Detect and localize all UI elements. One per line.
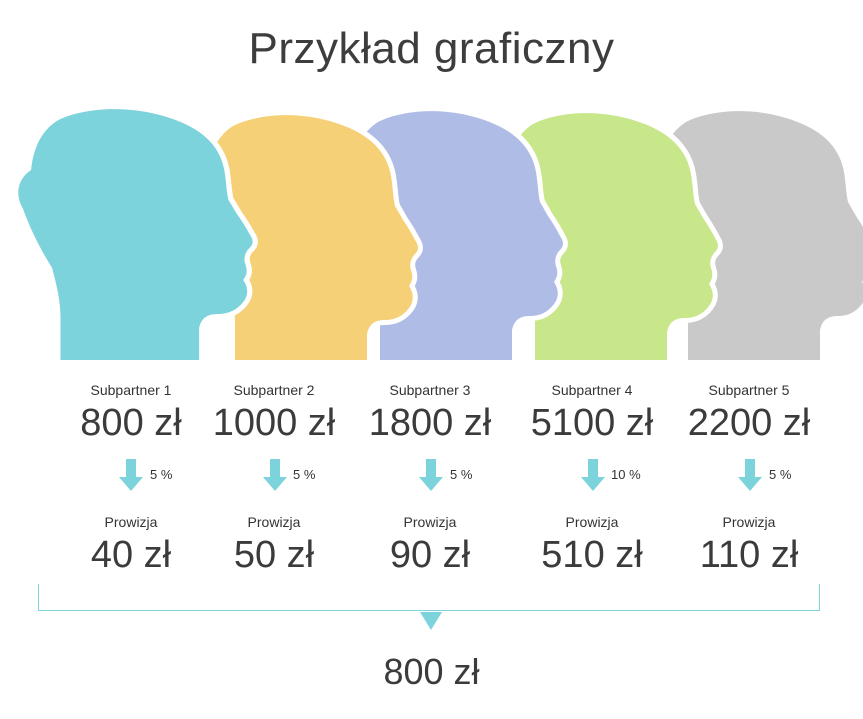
commission-label: Prowizja — [722, 514, 776, 530]
subpartner-label: Subpartner 1 — [90, 382, 172, 398]
commission-label: Prowizja — [104, 514, 158, 530]
subpartner-amount: 1800 zł — [368, 402, 492, 444]
subpartner-label: Subpartner 3 — [389, 382, 471, 398]
commission-amount: 40 zł — [90, 534, 172, 576]
commission-amount: 110 zł — [699, 534, 799, 576]
commission-label: Prowizja — [565, 514, 619, 530]
subpartner-label: Subpartner 5 — [708, 382, 790, 398]
commission-percent: 10 % — [611, 467, 641, 482]
arrow-down-icon — [119, 459, 143, 491]
commission-label: Prowizja — [247, 514, 301, 530]
subpartner-label: Subpartner 4 — [551, 382, 633, 398]
commission-amount: 510 zł — [541, 534, 643, 576]
commission-percent: 5 % — [150, 467, 173, 482]
subpartner-amount: 2200 zł — [687, 402, 811, 444]
arrow-down-icon — [581, 459, 605, 491]
commission-percent: 5 % — [769, 467, 792, 482]
commission-label: Prowizja — [403, 514, 457, 530]
arrow-down-icon — [419, 459, 443, 491]
triangle-down-icon — [420, 612, 442, 630]
subpartner-amount: 800 zł — [80, 402, 182, 444]
sum-bracket — [38, 584, 820, 611]
arrow-down-icon — [263, 459, 287, 491]
commission-amount: 90 zł — [389, 534, 471, 576]
total-amount: 800 zł — [383, 651, 480, 692]
subpartner-amount: 5100 zł — [530, 402, 654, 444]
commission-percent: 5 % — [293, 467, 316, 482]
commission-percent: 5 % — [450, 467, 473, 482]
page-title: Przykład graficzny — [248, 24, 615, 73]
subpartner-amount: 1000 zł — [212, 402, 336, 444]
arrow-down-icon — [738, 459, 762, 491]
subpartner-label: Subpartner 2 — [233, 382, 315, 398]
commission-amount: 50 zł — [233, 534, 315, 576]
head-1-silhouette — [18, 109, 252, 360]
head-silhouettes — [0, 100, 863, 360]
